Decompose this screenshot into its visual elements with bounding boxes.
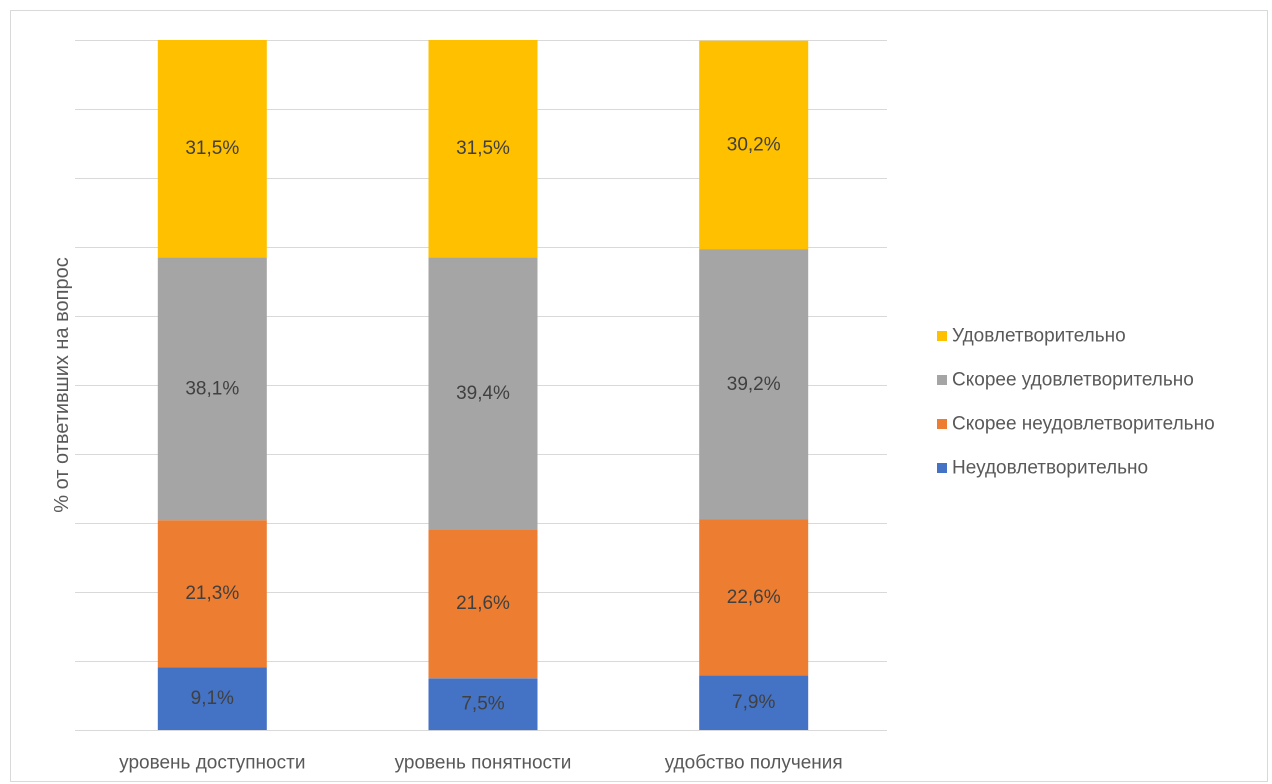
legend-swatch bbox=[937, 463, 947, 473]
bar-segment bbox=[157, 257, 267, 521]
data-label: 39,4% bbox=[456, 383, 510, 404]
data-label: 7,5% bbox=[461, 694, 504, 715]
bar-segment bbox=[157, 40, 267, 258]
legend-label: Неудовлетворительно bbox=[952, 458, 1148, 479]
legend-label: Удовлетворительно bbox=[952, 326, 1126, 347]
bars bbox=[157, 40, 809, 731]
legend-item: Удовлетворительно bbox=[937, 326, 1126, 347]
legend-swatch bbox=[937, 419, 947, 429]
data-label: 7,9% bbox=[732, 692, 775, 713]
bar-segment bbox=[157, 520, 267, 668]
data-label: 21,6% bbox=[456, 593, 510, 614]
legend-swatch bbox=[937, 375, 947, 385]
bar-segment bbox=[699, 249, 809, 520]
bar-segment bbox=[157, 667, 267, 730]
data-label: 22,6% bbox=[727, 587, 781, 608]
data-label: 39,2% bbox=[727, 374, 781, 395]
legend-item: Скорее удовлетворительно bbox=[937, 370, 1194, 391]
category-label: уровень понятности bbox=[395, 753, 572, 774]
legend-item: Скорее неудовлетворительно bbox=[937, 414, 1215, 435]
bar-segment bbox=[428, 529, 538, 679]
bar-segment bbox=[699, 675, 809, 730]
legend-label: Скорее неудовлетворительно bbox=[952, 414, 1215, 435]
data-label: 38,1% bbox=[185, 378, 239, 399]
bar-segment bbox=[428, 678, 538, 731]
category-axis: уровень доступности уровень понятности удо… bbox=[119, 753, 843, 774]
category-label: уровень доступности bbox=[119, 753, 305, 774]
category-label: удобство получения bbox=[665, 753, 843, 774]
data-label: 21,3% bbox=[185, 583, 239, 604]
data-label: 31,5% bbox=[456, 138, 510, 159]
data-label: 30,2% bbox=[727, 134, 781, 155]
legend-swatch bbox=[937, 331, 947, 341]
data-label: 31,5% bbox=[185, 138, 239, 159]
bar-segment bbox=[699, 519, 809, 676]
bar-segment bbox=[428, 257, 538, 530]
data-labels: 9,1% 21,3% 38,1% 31,5% 7,5% 21,6% 39,4% 31,5% 7,… bbox=[185, 134, 780, 714]
y-axis-title: % от ответивших на вопрос bbox=[51, 257, 73, 513]
data-label: 9,1% bbox=[191, 688, 234, 709]
legend-label: Скорее удовлетворительно bbox=[952, 370, 1194, 391]
legend-item: Неудовлетворительно bbox=[937, 458, 1148, 479]
legend: Удовлетворительно Скорее удовлетворительн… bbox=[937, 326, 1215, 479]
bar-segment bbox=[428, 40, 538, 258]
bar-segment bbox=[699, 40, 809, 250]
